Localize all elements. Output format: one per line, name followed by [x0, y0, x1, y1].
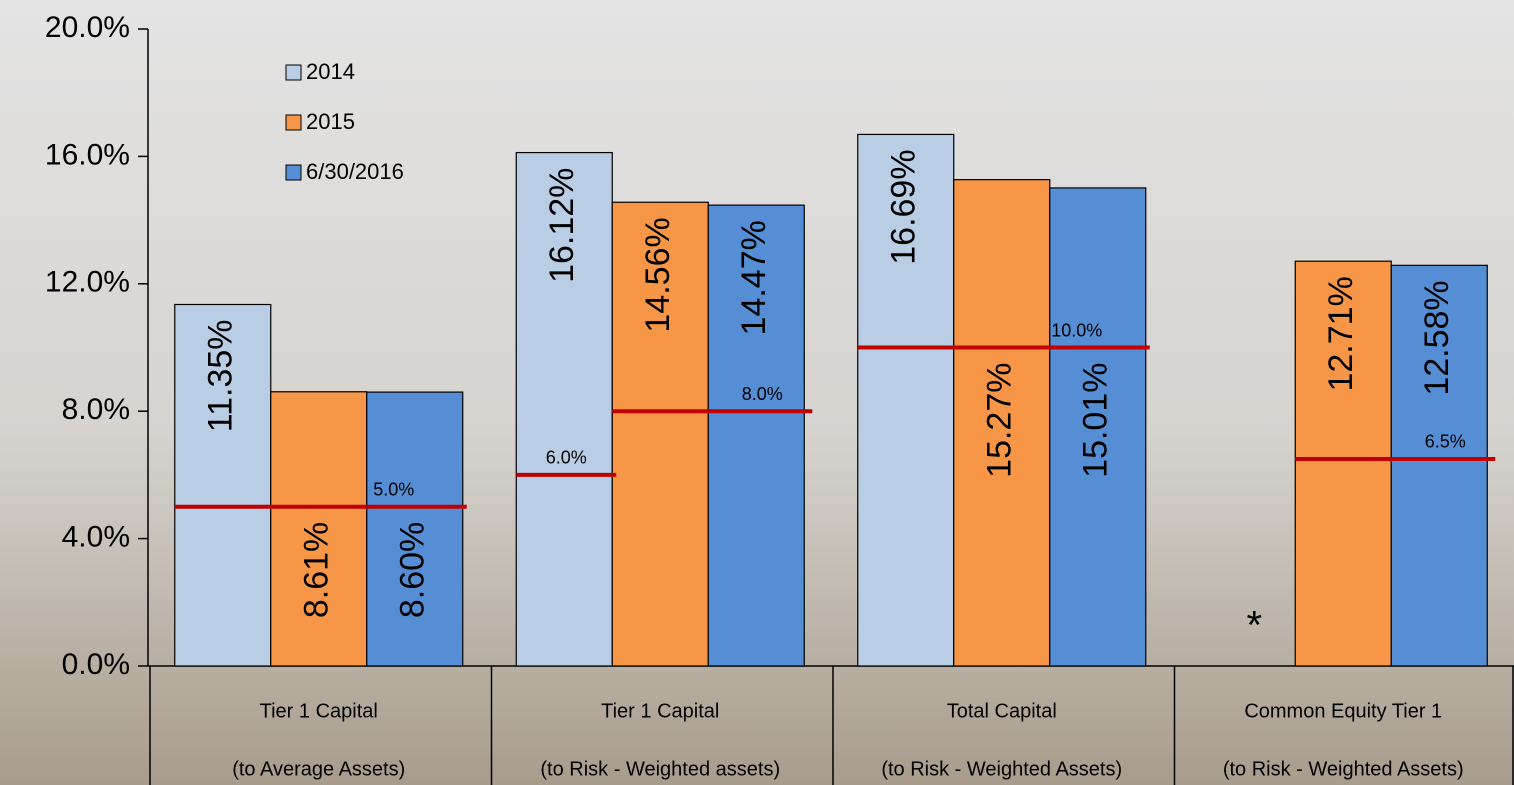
threshold-label: 6.0% — [546, 448, 587, 468]
x-tick-label: Common Equity Tier 1 — [1244, 700, 1442, 722]
bar — [1049, 187, 1147, 667]
bar — [611, 201, 709, 667]
threshold-label: 8.0% — [742, 384, 783, 404]
value-label: 12.71% — [1322, 276, 1360, 391]
x-tick-label: (to Risk - Weighted Assets) — [1223, 758, 1464, 780]
legend-swatch — [285, 164, 302, 181]
threshold-label: 5.0% — [373, 480, 414, 500]
bar — [270, 391, 368, 667]
x-tick-label: (to Risk - Weighted assets) — [540, 758, 780, 780]
threshold-label: 10.0% — [1051, 320, 1102, 340]
x-tick-label: Total Capital — [947, 700, 1057, 722]
y-tick-label: 12.0% — [45, 266, 130, 299]
y-tick-label: 16.0% — [45, 138, 130, 171]
value-label: 14.56% — [639, 217, 677, 332]
value-label: 11.35% — [202, 320, 240, 433]
legend-swatch — [285, 64, 302, 81]
bar — [857, 133, 955, 667]
x-tick-label: Tier 1 Capital — [260, 700, 378, 722]
x-tick-label: (to Average Assets) — [232, 758, 405, 780]
bar — [1294, 260, 1392, 667]
bar — [174, 303, 272, 667]
x-tick-label: (to Risk - Weighted Assets) — [881, 758, 1122, 780]
legend-label: 6/30/2016 — [306, 159, 404, 184]
y-tick-label: 0.0% — [62, 648, 130, 681]
value-label: 8.60% — [394, 522, 432, 618]
threshold-label: 6.5% — [1425, 432, 1466, 452]
value-label: 8.61% — [298, 522, 336, 618]
value-label: 15.01% — [1077, 363, 1115, 478]
x-tick-label: Tier 1 Capital — [601, 700, 719, 722]
value-label: 16.12% — [543, 168, 581, 283]
legend-label: 2014 — [306, 59, 355, 84]
legend-swatch — [285, 114, 302, 131]
y-tick-label: 20.0% — [45, 11, 130, 44]
value-label: 15.27% — [981, 363, 1019, 478]
bar — [515, 151, 613, 667]
y-tick-label: 8.0% — [62, 393, 130, 426]
bar — [366, 391, 464, 667]
y-tick-label: 4.0% — [62, 521, 130, 554]
bar — [1390, 264, 1488, 667]
value-label: 16.69% — [885, 149, 923, 264]
bar — [707, 204, 805, 667]
annotation: * — [1246, 604, 1262, 648]
value-label: 12.58% — [1418, 280, 1456, 395]
bar — [953, 179, 1051, 667]
value-label: 14.47% — [735, 220, 773, 335]
legend-label: 2015 — [306, 109, 355, 134]
